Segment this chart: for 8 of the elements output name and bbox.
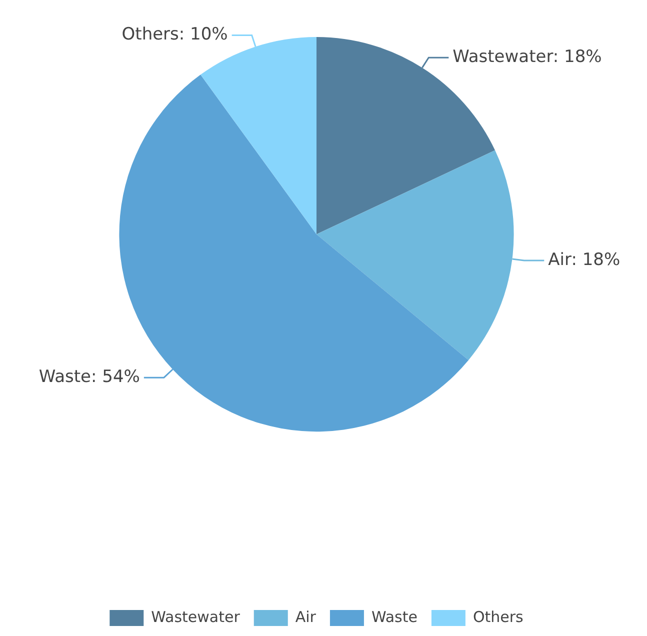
legend-label: Wastewater bbox=[151, 608, 241, 626]
legend-label: Waste bbox=[371, 608, 418, 626]
data-label: Waste: 54% bbox=[38, 367, 140, 387]
legend-label: Air bbox=[295, 608, 317, 626]
data-label: Wastewater: 18% bbox=[452, 47, 602, 68]
legend-label: Others bbox=[472, 608, 524, 626]
data-label: Air: 18% bbox=[548, 250, 620, 270]
data-label: Others: 10% bbox=[122, 24, 228, 45]
